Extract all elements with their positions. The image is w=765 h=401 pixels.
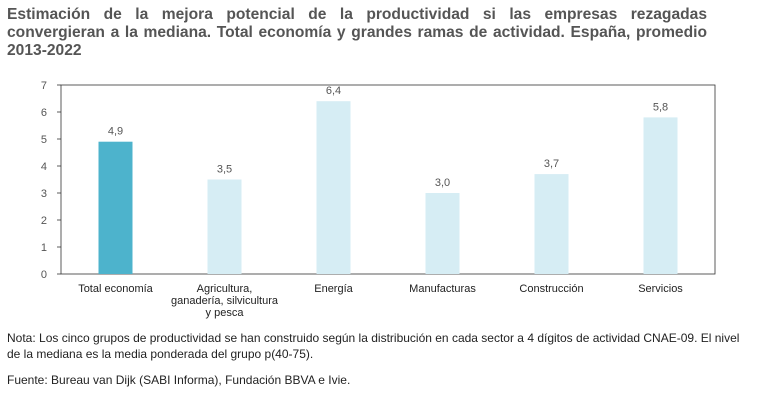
chart-note: Nota: Los cinco grupos de productividad … <box>7 331 740 361</box>
x-category-label: Manufacturas <box>409 283 476 295</box>
plot-frame <box>60 84 716 275</box>
bar <box>425 193 460 274</box>
bar-value-label: 5,8 <box>653 101 668 113</box>
bar <box>643 117 678 275</box>
y-tick-label: 1 <box>41 242 47 254</box>
x-category-label: y pesca <box>206 307 245 319</box>
bars <box>98 101 678 275</box>
y-tick-label: 5 <box>41 134 47 146</box>
y-tick-label: 7 <box>41 80 47 92</box>
x-axis: Total economía Agricultura,ganadería, sil… <box>78 283 683 319</box>
bar <box>98 141 133 274</box>
bar <box>207 179 242 274</box>
y-tick-label: 4 <box>41 161 47 173</box>
y-tick-label: 0 <box>41 269 47 281</box>
x-category-label: Energía <box>314 283 353 295</box>
bar <box>534 174 569 274</box>
bar-value-label: 3,5 <box>217 164 232 176</box>
y-axis: 0 1 2 3 4 5 6 7 <box>41 80 61 281</box>
y-tick-label: 2 <box>41 215 47 227</box>
bar-value-label: 4,9 <box>108 126 123 138</box>
bar-value-label: 3,7 <box>544 158 559 170</box>
x-category-label: Construcción <box>519 283 583 295</box>
y-tick-label: 6 <box>41 107 47 119</box>
x-category-label: Agricultura, <box>197 283 253 295</box>
chart-source: Fuente: Bureau van Dijk (SABI Informa), … <box>7 373 351 387</box>
chart-title: Estimación de la mejora potencial de la … <box>7 6 707 59</box>
bar-value-label: 3,0 <box>435 177 450 189</box>
x-category-label: Total economía <box>78 283 153 295</box>
bar <box>316 101 351 274</box>
y-tick-label: 3 <box>41 188 47 200</box>
value-labels: 4,9 3,5 6,4 3,0 3,7 5,8 <box>108 85 668 189</box>
x-category-label: ganadería, silvicultura <box>171 295 279 307</box>
bar-chart: 0 1 2 3 4 5 6 7 4,9 3,5 6,4 3,0 3,7 5,8 Total econom… <box>41 80 716 319</box>
bar-value-label: 6,4 <box>326 85 341 97</box>
x-category-label: Servicios <box>638 283 683 295</box>
